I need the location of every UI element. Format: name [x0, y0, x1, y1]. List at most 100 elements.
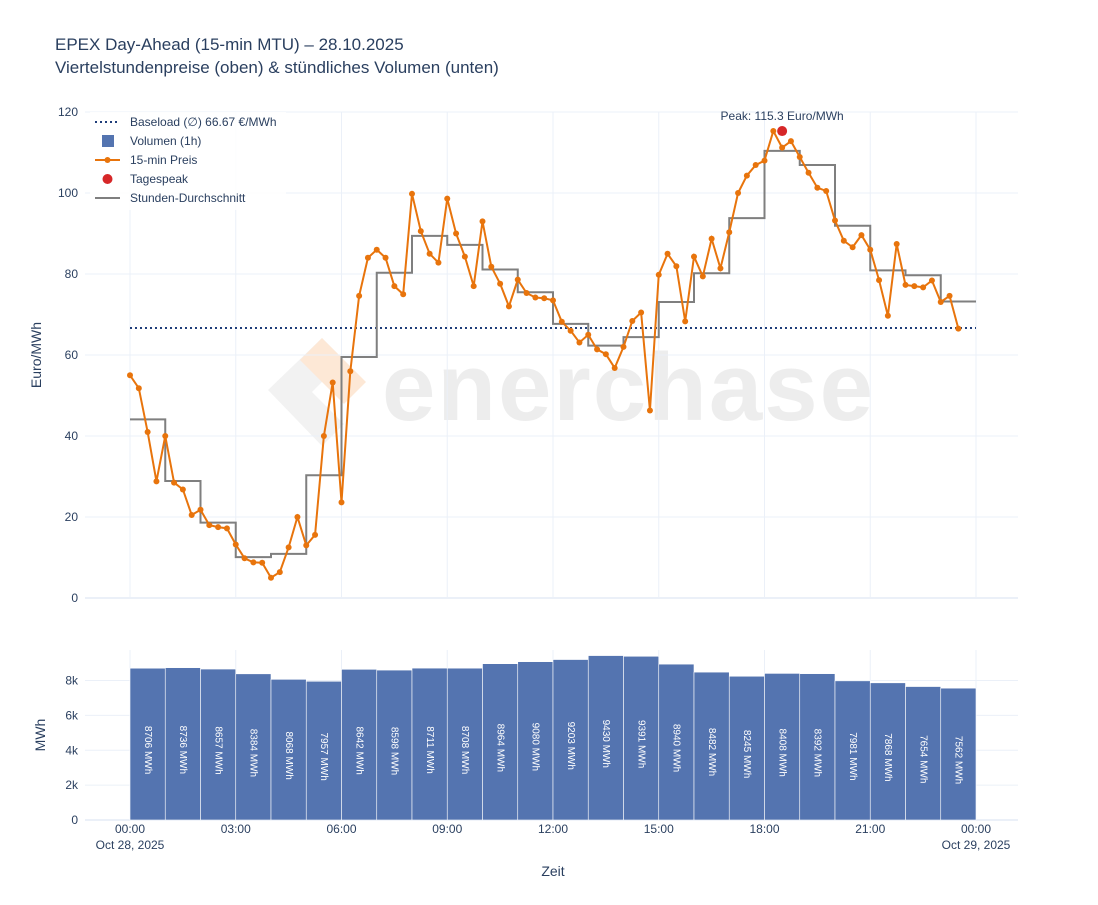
price-point — [364, 254, 371, 261]
price-point — [514, 276, 521, 283]
volume-bar — [341, 669, 378, 821]
chart-title: EPEX Day-Ahead (15-min MTU) – 28.10.2025 — [55, 35, 404, 54]
x-tick-label: 15:00 — [644, 822, 674, 836]
price-point — [285, 544, 292, 551]
volume-bar-label: 8736 MWh — [177, 726, 188, 774]
price-point — [937, 298, 944, 305]
volume-bar — [482, 663, 519, 821]
price-point — [232, 541, 239, 548]
watermark-logo: enerchase — [268, 334, 875, 446]
x-axis-ticks: 00:00 03:00 06:00 09:00 12:00 15:00 18:00 21:00… — [96, 822, 1011, 852]
price-point — [655, 271, 662, 278]
price-point — [691, 253, 697, 260]
price-point — [250, 559, 257, 566]
price-point — [884, 312, 891, 319]
price-point — [779, 144, 786, 151]
price-point — [796, 153, 803, 160]
volume-bars: 8706 MWh 8736 MWh 8657 MWh 8384 MWh 8068 MWh… — [129, 655, 977, 821]
watermark-text: enerchase — [382, 334, 875, 441]
price-point — [391, 283, 398, 290]
price-point — [259, 559, 266, 566]
volume-bar-label: 9391 MWh — [635, 720, 646, 768]
price-point — [382, 254, 389, 261]
x-axis-title: Zeit — [541, 863, 564, 879]
price-point — [135, 385, 142, 392]
price-point — [726, 229, 733, 236]
volume-bar — [764, 673, 801, 821]
price-point — [505, 303, 512, 310]
x-tick-label: 00:00 — [115, 822, 145, 836]
price-point — [523, 290, 530, 297]
price-point — [585, 331, 592, 338]
hourly-average-step-line — [130, 149, 976, 559]
price-point — [400, 291, 407, 298]
price-point — [320, 433, 327, 439]
price-point — [329, 379, 336, 386]
volume-bar — [905, 686, 942, 821]
volume-bar-label: 8392 MWh — [812, 729, 823, 777]
volume-y-tick-label: 6k — [65, 708, 79, 722]
volume-bar-label: 8706 MWh — [142, 726, 153, 774]
legend-label: Tagespeak — [130, 172, 189, 186]
price-point — [312, 531, 319, 538]
volume-bar-label: 8598 MWh — [389, 727, 400, 775]
volume-bar-label: 8068 MWh — [283, 731, 294, 779]
price-point — [417, 228, 424, 235]
volume-bar — [587, 655, 624, 821]
price-point — [294, 514, 301, 520]
price-point — [743, 172, 750, 179]
volume-bar-label: 8642 MWh — [353, 726, 364, 774]
peak-marker — [777, 126, 788, 137]
volume-y-tick-label: 2k — [65, 778, 79, 792]
price-point — [858, 232, 865, 239]
peak-label: Peak: 115.3 Euro/MWh — [721, 109, 844, 123]
legend-label: 15-min Preis — [130, 153, 197, 167]
volume-bar — [517, 661, 554, 821]
price-point — [646, 407, 653, 414]
volume-bar-label: 8482 MWh — [706, 728, 717, 776]
volume-bar — [623, 655, 660, 821]
volume-bar — [411, 667, 448, 821]
volume-bar-label: 7981 MWh — [847, 732, 858, 780]
volume-y-tick-label: 4k — [65, 743, 79, 757]
volume-y-axis-title: MWh — [32, 719, 48, 752]
price-point — [550, 297, 556, 304]
price-point — [488, 263, 495, 270]
x-tick-label: 12:00 — [538, 822, 568, 836]
x-tick-label: 09:00 — [432, 822, 462, 836]
legend-item: Volumen (1h) — [102, 134, 201, 148]
volume-bar-label: 7562 MWh — [953, 736, 964, 784]
price-point — [223, 525, 230, 532]
price-point — [241, 555, 248, 562]
price-y-axis-title: Euro/MWh — [28, 322, 44, 388]
legend-swatch-peak — [102, 174, 113, 184]
price-point — [453, 230, 460, 237]
price-point — [171, 479, 178, 486]
volume-bar — [552, 659, 589, 821]
volume-bar-label: 8964 MWh — [494, 724, 505, 772]
volume-bar — [728, 675, 765, 821]
volume-y-ticks: 0 2k 4k 6k 8k — [65, 674, 79, 827]
chart-subtitle: Viertelstundenpreise (oben) & stündliche… — [55, 58, 499, 77]
price-point — [276, 569, 283, 576]
price-point — [470, 283, 477, 290]
volume-y-tick-label: 0 — [71, 813, 78, 827]
legend-label: Stunden-Durchschnitt — [130, 191, 246, 205]
legend-item: 15-min Preis — [95, 153, 197, 167]
price-point — [144, 428, 151, 435]
legend: Baseload (∅) 66.67 €/MWh Volumen (1h) 15-m… — [90, 112, 286, 210]
legend-label: Baseload (∅) 66.67 €/MWh — [130, 115, 277, 129]
price-point — [338, 499, 345, 506]
price-point — [673, 263, 680, 270]
price-point — [629, 317, 636, 324]
price-point — [770, 128, 777, 135]
price-y-tick-label: 100 — [58, 186, 78, 200]
price-layer — [127, 128, 962, 581]
price-point — [197, 506, 204, 513]
price-point — [409, 190, 415, 197]
price-point — [920, 284, 927, 291]
volume-bar — [305, 680, 342, 821]
legend-swatch-volume — [102, 135, 114, 147]
price-y-ticks: 0 20 40 60 80 100 120 — [58, 105, 78, 605]
